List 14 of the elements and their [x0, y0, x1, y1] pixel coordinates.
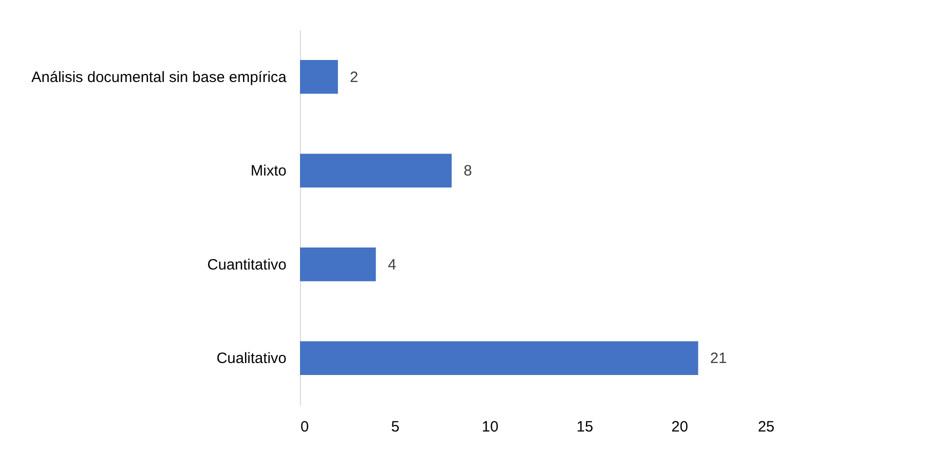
- x-tick-label: 25: [758, 418, 774, 436]
- data-label: 8: [464, 162, 472, 180]
- y-tick-label: Cualitativo: [216, 350, 286, 368]
- x-tick-label: 5: [391, 418, 400, 436]
- y-tick-label: Cuantitativo: [207, 256, 286, 274]
- data-label: 21: [710, 350, 727, 368]
- x-tick-label: 0: [300, 418, 309, 436]
- data-label: 4: [388, 256, 396, 274]
- x-tick-label: 15: [576, 418, 594, 436]
- data-label: 2: [350, 68, 358, 86]
- y-tick-label: Análisis documental sin base empírica: [31, 68, 288, 86]
- y-tick-label: Mixto: [250, 162, 286, 180]
- x-tick-label: 20: [671, 418, 688, 436]
- x-tick-label: 10: [482, 418, 498, 436]
